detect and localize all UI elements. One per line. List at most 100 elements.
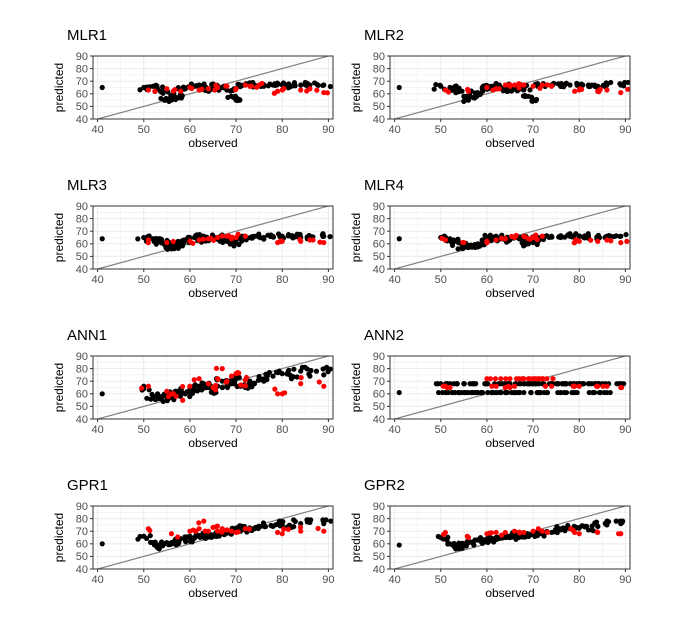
tick-label-y: 60 — [373, 539, 385, 551]
tick-label-x: 60 — [481, 574, 493, 586]
point-train — [535, 381, 542, 387]
point-test — [279, 531, 285, 537]
point-test — [488, 530, 495, 536]
point-train — [159, 84, 166, 90]
point-test — [235, 370, 241, 376]
point-train — [149, 391, 155, 397]
point-train — [603, 521, 609, 527]
point-test — [164, 388, 170, 394]
point-train — [464, 538, 470, 545]
point-train — [147, 539, 154, 546]
point-train — [454, 381, 460, 387]
point-train — [199, 380, 205, 386]
points — [99, 517, 333, 552]
point-test — [625, 86, 630, 92]
point-test — [572, 88, 578, 94]
tick-label-x: 60 — [481, 274, 493, 286]
point-train — [514, 389, 520, 396]
point-train — [179, 93, 185, 99]
point-test — [506, 383, 512, 389]
tick-label-y: 80 — [373, 363, 385, 375]
tick-label-y: 60 — [76, 389, 88, 401]
point-train — [172, 96, 179, 103]
tick-label-y: 90 — [373, 201, 385, 213]
point-train — [431, 86, 437, 92]
point-train — [306, 517, 312, 523]
point-test — [259, 80, 265, 87]
point-train — [590, 389, 596, 396]
tick-label-x: 80 — [276, 574, 288, 586]
point-train — [275, 370, 281, 376]
point-train — [555, 381, 562, 387]
point-test — [196, 526, 202, 532]
point-test — [512, 82, 518, 88]
tick-label-x: 40 — [388, 574, 400, 586]
point-train — [154, 238, 161, 244]
point-train — [485, 381, 491, 387]
point-train — [498, 389, 504, 396]
tick-label-x: 90 — [322, 424, 334, 436]
tick-label-y: 70 — [76, 376, 88, 388]
point-test — [196, 376, 202, 382]
point-test — [321, 239, 327, 246]
tick-label-x: 60 — [184, 574, 196, 586]
point-test — [172, 86, 178, 93]
point-test — [170, 238, 176, 245]
tick-label-y: 50 — [76, 551, 88, 563]
tick-label-x: 70 — [527, 274, 539, 286]
point-train — [99, 236, 105, 242]
tick-label-y: 70 — [373, 76, 385, 88]
point-train — [608, 79, 614, 86]
point-train — [286, 81, 292, 87]
y-axis-label: predicted — [349, 363, 363, 412]
point-train — [582, 235, 588, 241]
point-test — [489, 383, 495, 389]
point-test — [536, 376, 543, 382]
tick-label-x: 80 — [573, 424, 585, 436]
point-test — [521, 529, 527, 536]
point-train — [445, 389, 451, 396]
point-train — [187, 389, 194, 395]
tick-label-y: 50 — [373, 401, 385, 413]
point-test — [213, 365, 220, 371]
point-train — [563, 80, 569, 86]
point-train — [465, 93, 471, 99]
point-test — [145, 240, 151, 246]
point-test — [604, 87, 610, 93]
point-test — [464, 86, 471, 93]
point-train — [161, 541, 168, 547]
tick-label-x: 60 — [184, 124, 196, 136]
point-test — [502, 236, 508, 242]
point-train — [521, 381, 527, 387]
point-test — [516, 529, 523, 535]
point-test — [444, 384, 450, 391]
point-train — [321, 372, 327, 378]
point-test — [272, 386, 278, 392]
point-train — [225, 94, 231, 101]
point-train — [469, 381, 475, 387]
point-test — [179, 383, 186, 390]
point-train — [209, 81, 215, 88]
point-test — [576, 531, 582, 537]
point-test — [190, 240, 196, 246]
point-test — [530, 528, 536, 534]
tick-label-x: 40 — [91, 274, 103, 286]
point-train — [256, 523, 262, 529]
y-axis-label: predicted — [349, 213, 363, 262]
point-test — [493, 529, 499, 536]
point-test — [247, 83, 253, 89]
point-train — [555, 389, 561, 396]
point-train — [613, 233, 619, 239]
point-train — [569, 389, 575, 396]
point-test — [235, 231, 241, 237]
point-train — [617, 81, 623, 87]
point-train — [291, 234, 297, 240]
point-test — [271, 90, 277, 96]
point-test — [544, 82, 550, 88]
tick-label-x: 40 — [91, 574, 103, 586]
tick-label-x: 90 — [619, 124, 631, 136]
point-test — [275, 529, 281, 536]
point-test — [315, 525, 321, 532]
point-test — [539, 233, 545, 239]
